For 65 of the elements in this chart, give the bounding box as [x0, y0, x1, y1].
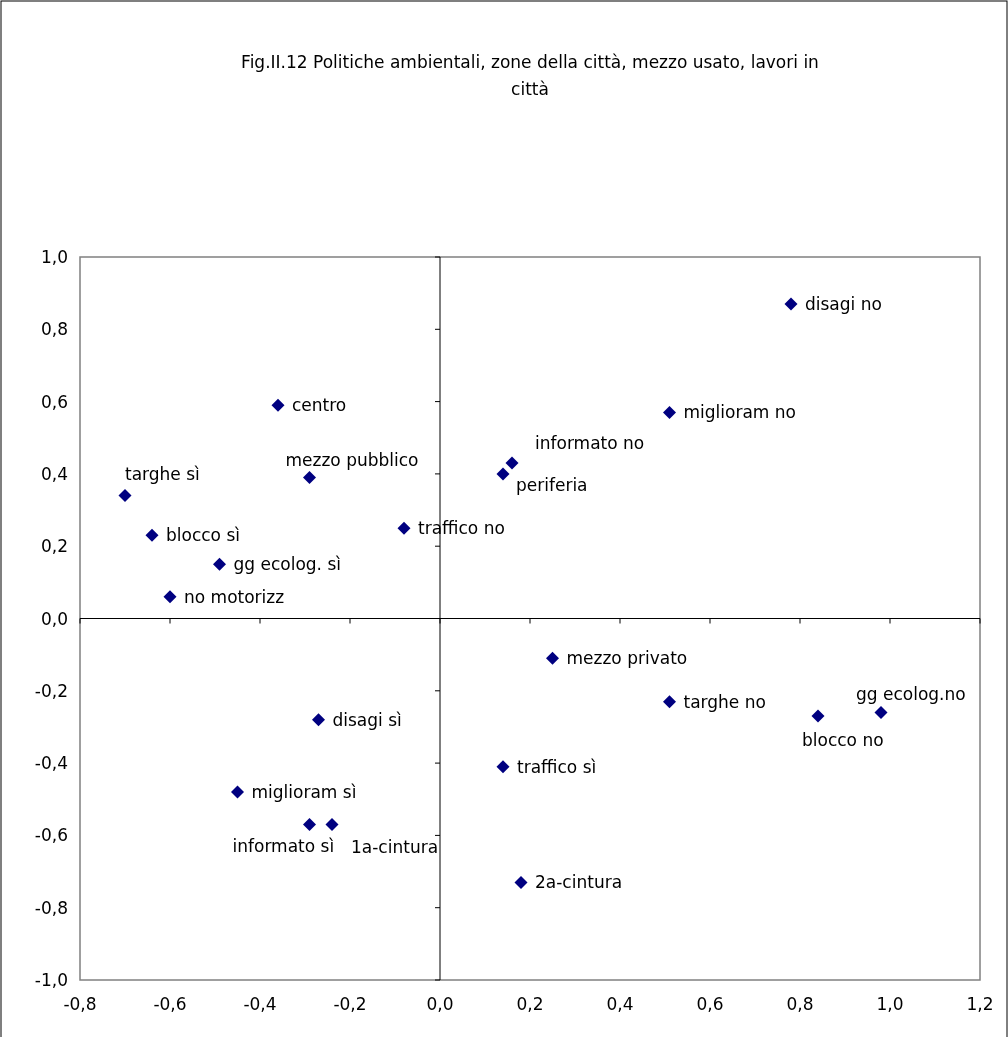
point	[663, 695, 676, 709]
series-label: 1a-cintura	[351, 836, 439, 857]
point	[213, 557, 226, 571]
series-label: no motorizz	[184, 586, 285, 607]
point	[145, 528, 159, 542]
series-label: traffico sì	[517, 756, 597, 777]
series-label: centro	[292, 395, 347, 416]
point	[496, 467, 510, 481]
x-tick-label: 0,0	[426, 994, 454, 1014]
series-label: blocco sì	[166, 525, 240, 546]
x-tick-label: -0,8	[63, 994, 97, 1014]
series-label: miglioram no	[683, 402, 796, 423]
series-label: miglioram sì	[251, 782, 357, 803]
point	[231, 785, 244, 799]
y-tick-label: -1,0	[34, 970, 68, 990]
y-tick-label: 0,2	[40, 536, 68, 557]
point	[271, 398, 285, 412]
y-tick-label: 0,6	[40, 391, 68, 412]
x-tick-label: -0,6	[153, 994, 187, 1014]
x-tick-label: 1,0	[876, 994, 904, 1014]
y-tick-label: 0,0	[40, 608, 68, 629]
point	[496, 760, 510, 774]
x-tick-label: -0,2	[333, 994, 367, 1014]
point	[312, 713, 325, 727]
x-tick-label: 0,6	[696, 994, 724, 1014]
x-tick-label: 1,2	[966, 994, 994, 1014]
x-tick-label: 0,8	[786, 994, 814, 1014]
y-tick-label: -0,6	[34, 825, 68, 846]
series-label: traffico no	[418, 518, 505, 539]
y-tick-label: 0,8	[40, 319, 68, 340]
series-label: gg ecolog.no	[856, 684, 966, 705]
point	[303, 818, 316, 832]
point	[163, 590, 177, 604]
series-label: gg ecolog. sì	[233, 554, 341, 575]
series-label: targhe no	[683, 691, 766, 712]
point	[546, 651, 559, 665]
point	[303, 471, 316, 485]
point	[397, 521, 411, 535]
chart-title: Fig.II.12 Politiche ambientali, zone della città, mezzo usato, lavori in città	[241, 52, 819, 99]
point	[325, 818, 339, 832]
series-label: informato sì	[232, 835, 335, 856]
point	[811, 709, 825, 723]
point	[514, 875, 528, 889]
y-tick-label: -0,8	[34, 897, 68, 918]
series-label: blocco no	[802, 730, 884, 751]
series-label: disagi sì	[332, 709, 402, 730]
series-label: targhe sì	[125, 463, 200, 484]
point	[118, 489, 132, 503]
series-label: disagi no	[805, 293, 882, 314]
x-tick-label: 0,2	[516, 994, 544, 1014]
series-label: mezzo privato	[566, 648, 688, 669]
series-label: periferia	[516, 474, 588, 495]
series-label: informato no	[535, 433, 645, 454]
point	[505, 456, 519, 470]
y-tick-label: 0,4	[40, 463, 68, 484]
y-tick-label: -0,4	[34, 753, 68, 774]
series-label: 2a-cintura	[535, 872, 623, 893]
x-tick-label: 0,4	[606, 994, 634, 1014]
y-tick-label: -0,2	[34, 680, 68, 701]
point	[663, 405, 676, 419]
series-label: mezzo pubblico	[285, 449, 419, 470]
y-tick-label: 1,0	[40, 247, 68, 267]
point	[784, 297, 798, 311]
point	[874, 705, 888, 719]
x-tick-label: -0,4	[243, 994, 277, 1014]
